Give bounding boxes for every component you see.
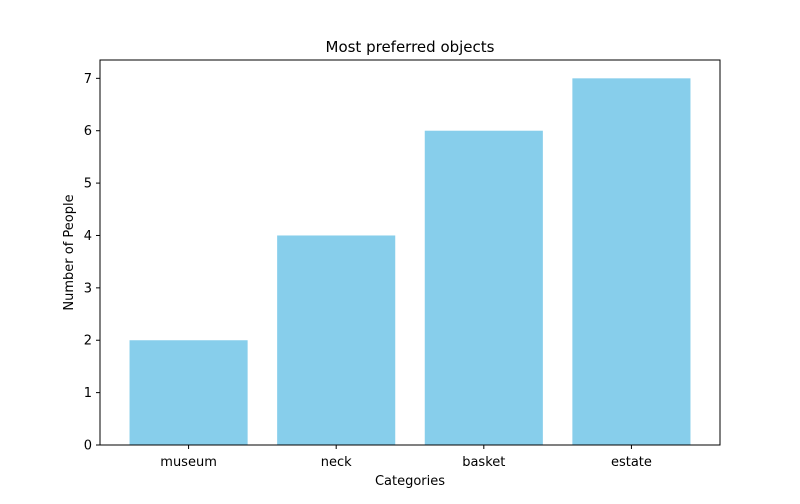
bars-layer	[129, 78, 691, 445]
x-tick-label: basket	[462, 455, 505, 470]
y-axis: 0 1 2 3 4 5 6 7	[84, 72, 100, 454]
bar-museum	[129, 340, 248, 445]
bar-estate	[572, 78, 691, 445]
y-axis-label: Number of People	[62, 194, 77, 310]
y-tick-label: 4	[84, 229, 92, 244]
x-axis: museum neck basket estate	[160, 445, 652, 470]
y-tick-label: 2	[84, 334, 92, 349]
bar-basket	[424, 130, 543, 445]
chart-title: Most preferred objects	[326, 38, 495, 56]
bar-neck	[277, 235, 396, 445]
x-tick-label: estate	[611, 455, 652, 470]
y-tick-label: 3	[84, 281, 92, 296]
plot-frame	[99, 59, 721, 446]
y-tick-label: 1	[84, 386, 92, 401]
y-tick-label: 5	[84, 177, 92, 192]
x-tick-label: neck	[321, 455, 352, 470]
y-tick-label: 7	[84, 72, 92, 87]
y-tick-label: 6	[84, 124, 92, 139]
x-tick-label: museum	[160, 455, 217, 470]
y-tick-label: 0	[84, 439, 92, 454]
x-axis-label: Categories	[375, 474, 445, 489]
